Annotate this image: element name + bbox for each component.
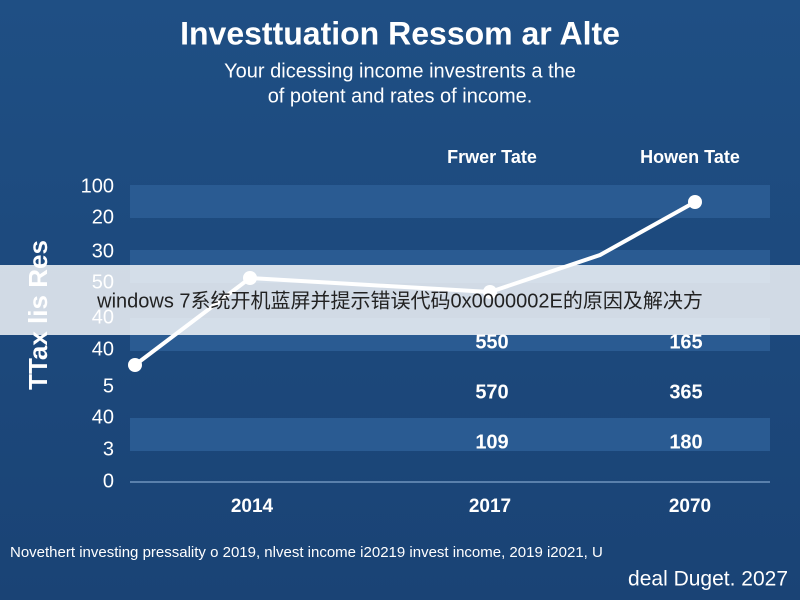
table-cell: 550 <box>475 331 508 353</box>
y-label: 40 <box>92 406 114 428</box>
y-label: 30 <box>92 240 114 262</box>
footer-note: Novethert investing pressality o 2019, n… <box>10 544 603 561</box>
x-label: 2014 <box>231 496 274 517</box>
column-header: Frwer Tate <box>447 147 537 167</box>
table-cell: 109 <box>475 431 508 453</box>
table-cell: 570 <box>475 381 508 403</box>
title: Investtuation Ressom ar Alte <box>180 15 620 51</box>
x-label: 2070 <box>669 496 711 517</box>
y-label: 3 <box>103 438 114 460</box>
y-label: 0 <box>103 470 114 492</box>
table-cell: 165 <box>669 331 702 353</box>
subtitle: of potent and rates of income. <box>268 85 533 107</box>
column-header: Howen Tate <box>640 147 740 167</box>
subtitle: Your dicessing income investrents a the <box>224 60 576 82</box>
banner-text: windows 7系统开机蓝屏并提示错误代码0x0000002E的原因及解决方 <box>96 289 703 312</box>
y-label: 100 <box>81 175 114 197</box>
footer-credit: deal Duget. 2027 <box>628 568 788 591</box>
y-label: 20 <box>92 206 114 228</box>
x-label: 2017 <box>469 496 511 517</box>
table-cell: 180 <box>669 431 702 453</box>
table-cells: 550 165 570 365 109 180 <box>475 331 702 453</box>
x-labels: 2014 2017 2070 <box>231 496 711 517</box>
y-label: 5 <box>103 375 114 397</box>
banner <box>0 265 800 335</box>
y-label: 40 <box>92 338 114 360</box>
table-cell: 365 <box>669 381 702 403</box>
